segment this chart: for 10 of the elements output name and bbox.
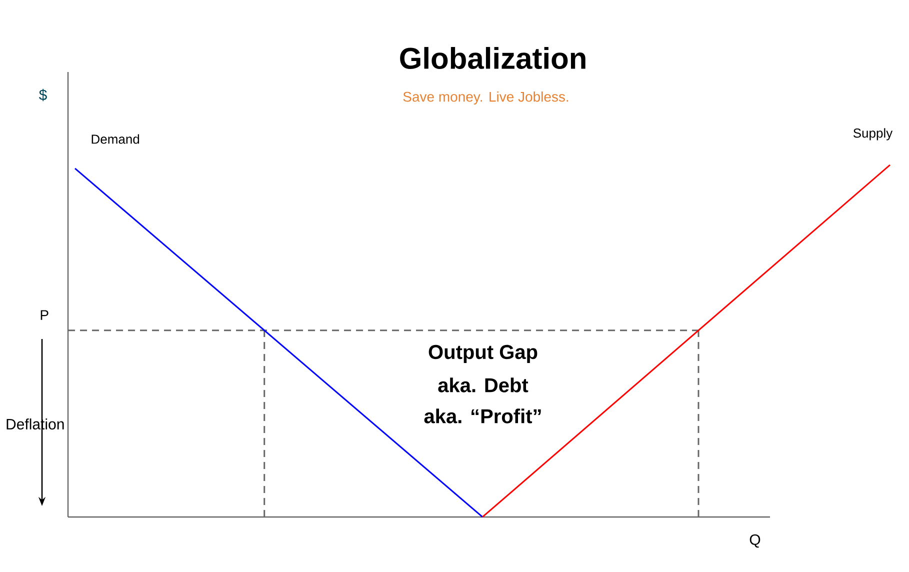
- annotation: Output Gap: [428, 344, 538, 364]
- text: Demand: [92, 134, 140, 144]
- annotation: aka. “Profit”: [424, 408, 541, 424]
- chart-title: Globalization: [400, 46, 586, 70]
- ref-line-label: P: [40, 310, 48, 320]
- chart-subtitle: Save money. Live Jobless.: [403, 91, 568, 105]
- x-axis-title: Q: [750, 534, 760, 548]
- series-label: Supply: [853, 128, 893, 140]
- y-axis-title: $: [38, 88, 47, 102]
- annotation: aka. Debt: [438, 378, 528, 392]
